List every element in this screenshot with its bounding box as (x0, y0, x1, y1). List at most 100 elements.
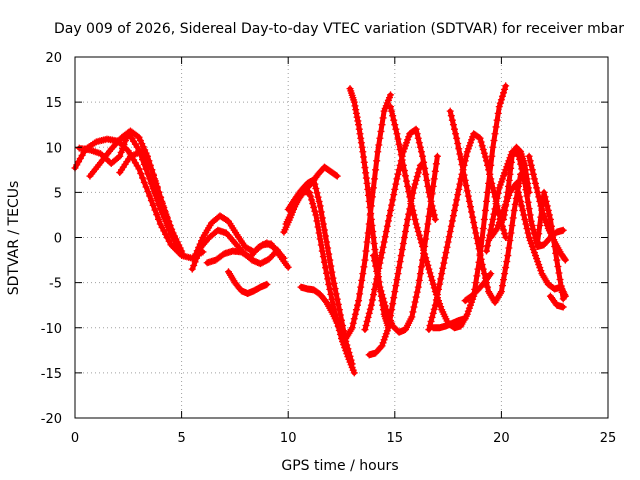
data-point (419, 152, 427, 160)
data-point (355, 125, 363, 133)
data-point (468, 298, 476, 306)
data-point (490, 136, 498, 144)
data-point (447, 222, 455, 230)
data-point (324, 275, 332, 283)
data-point (548, 222, 556, 230)
data-point (379, 339, 387, 347)
data-point (413, 173, 421, 181)
series-sat-27 (546, 292, 567, 311)
data-point (532, 252, 540, 260)
data-point (387, 103, 395, 111)
data-point (486, 170, 494, 178)
data-point (425, 212, 433, 220)
data-point (395, 264, 403, 272)
data-point (412, 293, 420, 301)
data-point (517, 197, 525, 205)
y-tick-label: 15 (45, 96, 62, 111)
data-point (468, 208, 476, 216)
data-point (419, 243, 427, 251)
data-point (544, 206, 552, 214)
data-point (349, 319, 357, 327)
data-point (369, 291, 377, 299)
data-point (355, 121, 363, 129)
data-point (397, 252, 405, 260)
data-point (354, 117, 362, 125)
data-point (446, 227, 454, 235)
data-point (427, 197, 435, 205)
data-point (134, 132, 142, 140)
data-point (195, 243, 203, 251)
data-point (484, 283, 492, 291)
data-point (361, 164, 369, 172)
data-point (117, 148, 125, 156)
data-point (500, 211, 508, 219)
data-point (464, 307, 472, 315)
data-point (398, 156, 406, 164)
data-point (284, 263, 292, 271)
data-point (511, 200, 519, 208)
data-point (514, 188, 522, 196)
data-point (352, 306, 360, 314)
data-point (421, 250, 429, 258)
x-tick-label: 0 (71, 431, 79, 446)
series-sat-24 (500, 143, 533, 223)
data-point (387, 206, 395, 214)
data-point (538, 205, 546, 213)
data-point (559, 295, 567, 303)
data-point (332, 290, 340, 298)
data-point (353, 113, 361, 121)
data-point (513, 184, 521, 192)
data-point (190, 261, 198, 269)
data-point (135, 165, 143, 173)
data-point (412, 176, 420, 184)
data-point (478, 261, 486, 269)
data-point (377, 127, 385, 135)
data-point (157, 194, 165, 202)
data-point (540, 188, 548, 196)
data-point (515, 146, 523, 154)
data-point (379, 294, 387, 302)
data-point (414, 169, 422, 177)
data-point (347, 356, 355, 364)
x-axis-label: GPS time / hours (281, 458, 398, 474)
data-point (427, 273, 435, 281)
data-point (393, 130, 401, 138)
data-point (423, 227, 431, 235)
data-point (366, 305, 374, 313)
data-point (502, 82, 510, 90)
data-point (404, 182, 412, 190)
data-point (462, 182, 470, 190)
data-point (312, 211, 320, 219)
data-point (360, 263, 368, 271)
data-point (325, 280, 333, 288)
data-point (475, 245, 483, 253)
data-point (403, 177, 411, 185)
data-point (343, 341, 351, 349)
data-point (417, 239, 425, 247)
data-point (348, 360, 356, 368)
data-point (317, 241, 325, 249)
data-point (314, 223, 322, 231)
data-point (315, 198, 323, 206)
data-point (403, 139, 411, 147)
data-point (401, 172, 409, 180)
data-point (367, 209, 375, 217)
data-point (318, 214, 326, 222)
data-point (417, 263, 425, 271)
data-point (529, 226, 537, 234)
data-point (144, 187, 152, 195)
data-point (535, 261, 543, 269)
data-point (561, 256, 569, 264)
data-point (543, 202, 551, 210)
data-point (160, 204, 168, 212)
data-point (193, 247, 201, 255)
data-point (374, 273, 382, 281)
data-point (551, 243, 559, 251)
data-point (525, 188, 533, 196)
data-point (533, 255, 541, 263)
data-point (360, 153, 368, 161)
data-point (381, 333, 389, 341)
data-point (459, 166, 467, 174)
data-point (466, 301, 474, 309)
data-point (429, 309, 437, 317)
